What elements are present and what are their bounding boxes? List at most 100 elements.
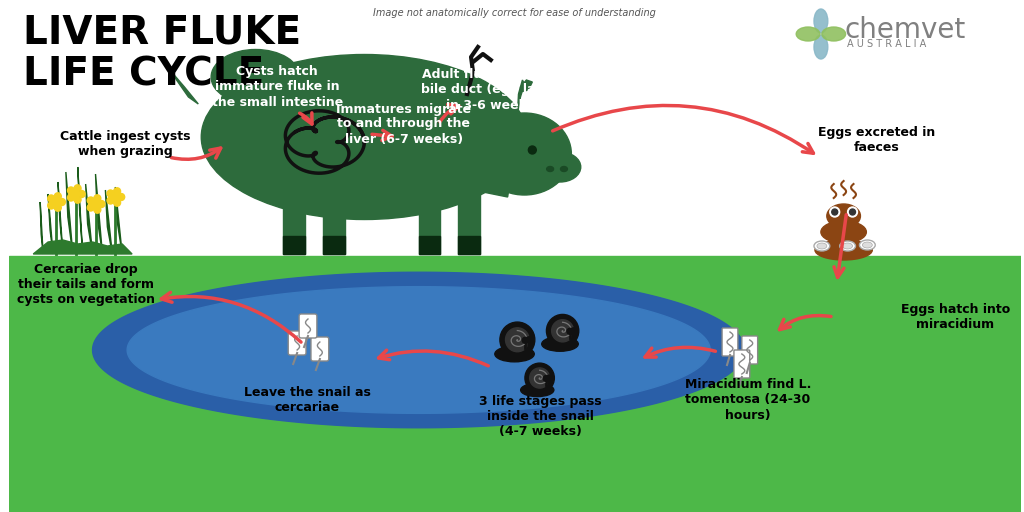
Polygon shape — [116, 187, 122, 254]
Circle shape — [522, 337, 528, 344]
Ellipse shape — [817, 243, 826, 249]
Circle shape — [54, 193, 61, 200]
Ellipse shape — [815, 240, 872, 260]
Ellipse shape — [814, 9, 827, 33]
Circle shape — [570, 328, 577, 334]
FancyBboxPatch shape — [741, 336, 758, 364]
Bar — [323, 139, 344, 254]
Circle shape — [68, 194, 75, 201]
FancyBboxPatch shape — [734, 350, 750, 378]
Circle shape — [94, 206, 100, 213]
Circle shape — [90, 199, 100, 209]
Bar — [8, 256, 1021, 512]
Circle shape — [108, 190, 114, 197]
Circle shape — [552, 319, 573, 342]
Circle shape — [500, 322, 535, 357]
Polygon shape — [33, 240, 132, 254]
Text: 3 life stages pass
inside the snail
(4-7 weeks): 3 life stages pass inside the snail (4-7… — [479, 395, 601, 438]
Ellipse shape — [814, 35, 827, 59]
Text: Cysts hatch
immature fluke in
the small intestine: Cysts hatch immature fluke in the small … — [212, 66, 343, 109]
Ellipse shape — [862, 242, 872, 248]
Ellipse shape — [495, 346, 535, 362]
Circle shape — [108, 197, 114, 204]
Ellipse shape — [503, 106, 522, 132]
Circle shape — [850, 209, 855, 215]
Ellipse shape — [797, 27, 820, 41]
Ellipse shape — [840, 241, 855, 251]
Ellipse shape — [859, 240, 876, 250]
Text: LIVER FLUKE
LIFE CYCLE: LIVER FLUKE LIFE CYCLE — [24, 14, 301, 93]
Circle shape — [51, 197, 60, 207]
Circle shape — [74, 185, 81, 192]
Circle shape — [78, 190, 85, 198]
Circle shape — [547, 375, 553, 381]
Text: chemvet: chemvet — [845, 16, 966, 44]
Polygon shape — [169, 67, 199, 104]
Ellipse shape — [542, 337, 579, 351]
Circle shape — [114, 188, 121, 195]
Text: Immatures migrate
to and through the
liver (6-7 weeks): Immatures migrate to and through the liv… — [336, 102, 471, 145]
Ellipse shape — [547, 166, 554, 172]
Circle shape — [74, 196, 81, 203]
Bar — [458, 139, 480, 254]
Circle shape — [829, 207, 840, 217]
Text: A U S T R A L I A: A U S T R A L I A — [847, 39, 926, 49]
Ellipse shape — [814, 241, 829, 251]
Text: Image not anatomically correct for ease of understanding: Image not anatomically correct for ease … — [373, 8, 656, 18]
Ellipse shape — [202, 54, 527, 220]
Circle shape — [58, 199, 66, 205]
Circle shape — [68, 187, 75, 194]
Circle shape — [98, 201, 104, 207]
Polygon shape — [127, 287, 711, 413]
Circle shape — [71, 189, 81, 199]
Text: Adult fluke arrive at
bile duct (egg laying
in 3-6 weeks): Adult fluke arrive at bile duct (egg lay… — [421, 69, 565, 112]
Text: Eggs hatch into
miracidium: Eggs hatch into miracidium — [901, 303, 1010, 331]
Circle shape — [114, 199, 121, 206]
Circle shape — [48, 195, 54, 202]
FancyBboxPatch shape — [311, 337, 329, 361]
Polygon shape — [517, 80, 524, 114]
Polygon shape — [58, 182, 62, 254]
Polygon shape — [40, 202, 43, 254]
Circle shape — [87, 204, 94, 211]
Polygon shape — [471, 110, 514, 197]
Circle shape — [94, 195, 100, 202]
Polygon shape — [92, 272, 744, 428]
Circle shape — [87, 197, 94, 204]
Circle shape — [567, 328, 572, 334]
Ellipse shape — [843, 243, 853, 249]
Ellipse shape — [826, 204, 860, 228]
Text: Miracidium find L.
tomentosa (24-30
hours): Miracidium find L. tomentosa (24-30 hour… — [685, 378, 811, 421]
Ellipse shape — [477, 113, 571, 195]
Circle shape — [831, 209, 838, 215]
FancyBboxPatch shape — [722, 328, 738, 356]
Ellipse shape — [540, 152, 581, 182]
Ellipse shape — [211, 50, 300, 104]
Polygon shape — [78, 167, 83, 254]
Circle shape — [526, 337, 532, 343]
Circle shape — [506, 328, 529, 352]
Circle shape — [111, 192, 120, 202]
Ellipse shape — [822, 27, 846, 41]
Polygon shape — [520, 80, 532, 92]
Text: Cercariae drop
their tails and form
cysts on vegetation: Cercariae drop their tails and form cyst… — [16, 263, 155, 306]
Bar — [284, 139, 305, 254]
Bar — [419, 139, 440, 254]
Ellipse shape — [560, 166, 567, 172]
Bar — [458, 236, 480, 254]
Circle shape — [54, 204, 61, 211]
FancyBboxPatch shape — [299, 314, 316, 338]
Polygon shape — [95, 174, 102, 254]
Circle shape — [525, 363, 554, 393]
Bar — [323, 236, 344, 254]
Polygon shape — [48, 194, 53, 254]
Bar — [419, 236, 440, 254]
Ellipse shape — [520, 383, 554, 397]
Circle shape — [547, 314, 579, 347]
FancyBboxPatch shape — [288, 331, 306, 355]
Circle shape — [118, 194, 125, 201]
Circle shape — [544, 375, 549, 381]
Circle shape — [529, 368, 550, 388]
Circle shape — [48, 202, 54, 209]
Polygon shape — [105, 190, 113, 254]
